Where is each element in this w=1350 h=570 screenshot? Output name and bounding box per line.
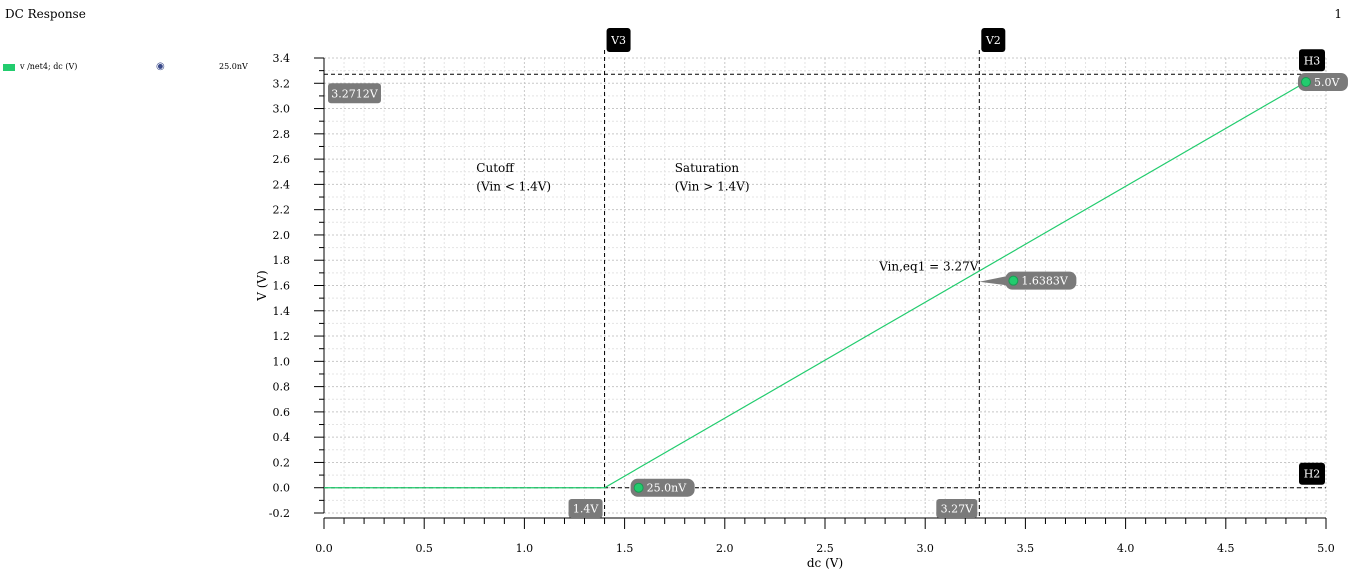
y-tick-label: 1.6 (273, 280, 291, 293)
y-tick-label: 2.0 (273, 229, 291, 242)
x-tick-label: 2.0 (716, 542, 734, 555)
x-tick-label: 3.5 (1017, 542, 1035, 555)
y-tick-label: 2.2 (273, 204, 291, 217)
y-tick-label: 1.0 (273, 355, 291, 368)
x-tick-label: 0.5 (415, 542, 433, 555)
window-title: DC Response (5, 7, 86, 21)
point-pointer (979, 275, 1010, 286)
point-marker[interactable]: 25.0nV (630, 478, 695, 497)
y-tick-label: 0.8 (273, 381, 291, 394)
marker-tag-h3-box (1299, 49, 1325, 72)
y-tick-label: 3.0 (273, 103, 291, 116)
marker-tag-h2-text: H2 (1304, 468, 1321, 481)
legend-swatch (3, 64, 15, 71)
annotation-text: (Vin > 1.4V) (675, 180, 750, 194)
y-tick-label: 1.8 (273, 254, 291, 267)
marker-readout-h3-text: 3.2712V (331, 87, 378, 100)
legend-series-name: v /net4; dc (V) (20, 62, 78, 71)
marker-tag-h2[interactable]: H2 (1299, 462, 1325, 485)
marker-tag-v3[interactable]: V3 (606, 28, 631, 52)
point-label-pill (1297, 73, 1348, 92)
y-tick-label: 0.0 (273, 482, 291, 495)
x-tick-label: 5.0 (1317, 542, 1335, 555)
legend-entry[interactable]: v /net4; dc (V) ◉ 25.0nV (3, 61, 253, 74)
point-label-text: 25.0nV (647, 482, 688, 495)
marker-readout-v3-box (568, 499, 603, 518)
series-line[interactable] (324, 81, 1307, 489)
x-tick-label: 1.5 (616, 542, 634, 555)
x-tick-label: 1.0 (516, 542, 534, 555)
point-label-text: 1.6383V (1021, 275, 1068, 288)
y-tick-label: 2.6 (273, 153, 291, 166)
marker-readout-v3[interactable]: 1.4V (568, 499, 603, 518)
y-tick-label: 2.4 (273, 178, 291, 191)
point-dot (1008, 275, 1019, 286)
annotation-text: Cutoff (476, 161, 515, 175)
y-tick-label: 1.4 (273, 305, 291, 318)
marker-readout-v2-text: 3.27V (941, 503, 974, 516)
point-label-pill (630, 478, 695, 497)
annotation-text: Vin,eq1 = 3.27V (878, 259, 979, 273)
point-label-pill (1005, 271, 1077, 290)
x-tick-label: 0.0 (315, 542, 333, 555)
marker-readout-v2-box (936, 499, 978, 518)
marker-readout-v3-text: 1.4V (573, 503, 599, 516)
page-number: 1 (1334, 7, 1342, 21)
marker-readout-h3-box (328, 83, 381, 104)
marker-tag-v3-text: V3 (610, 34, 626, 47)
x-tick-label: 4.0 (1117, 542, 1135, 555)
marker-tag-h2-box (1299, 462, 1325, 485)
y-tick-label: 3.4 (273, 52, 291, 65)
point-label-text: 5.0V (1314, 76, 1340, 89)
marker-tag-h3-text: H3 (1304, 54, 1321, 67)
point-dot (633, 482, 644, 493)
y-tick-label: -0.2 (269, 507, 290, 520)
marker-tag-v2-box (981, 28, 1006, 52)
marker-readout-v2[interactable]: 3.27V (936, 499, 978, 518)
y-axis-label: V (V) (255, 270, 269, 302)
marker-readout-h3[interactable]: 3.2712V (328, 83, 381, 104)
marker-tag-h3[interactable]: H3 (1299, 49, 1325, 72)
y-tick-label: 3.2 (273, 77, 291, 90)
point-dot (1300, 77, 1311, 88)
x-tick-label: 3.0 (916, 542, 934, 555)
y-tick-label: 0.4 (273, 431, 291, 444)
legend-value: 25.0nV (219, 62, 248, 71)
marker-tag-v2-text: V2 (985, 34, 1001, 47)
x-axis-label: dc (V) (807, 556, 843, 570)
x-tick-label: 2.5 (816, 542, 834, 555)
y-tick-label: 0.6 (273, 406, 291, 419)
eye-icon[interactable]: ◉ (156, 61, 165, 72)
y-tick-label: 1.2 (273, 330, 291, 343)
annotation-text: (Vin < 1.4V) (476, 180, 551, 194)
point-marker[interactable]: 5.0V (1297, 73, 1348, 92)
annotation-text: Saturation (675, 161, 740, 175)
x-tick-label: 4.5 (1217, 542, 1235, 555)
point-marker[interactable]: 1.6383V (979, 271, 1077, 290)
y-tick-label: 2.8 (273, 128, 291, 141)
marker-tag-v2[interactable]: V2 (981, 28, 1006, 52)
y-tick-label: 0.2 (273, 456, 291, 469)
marker-tag-v3-box (606, 28, 631, 52)
